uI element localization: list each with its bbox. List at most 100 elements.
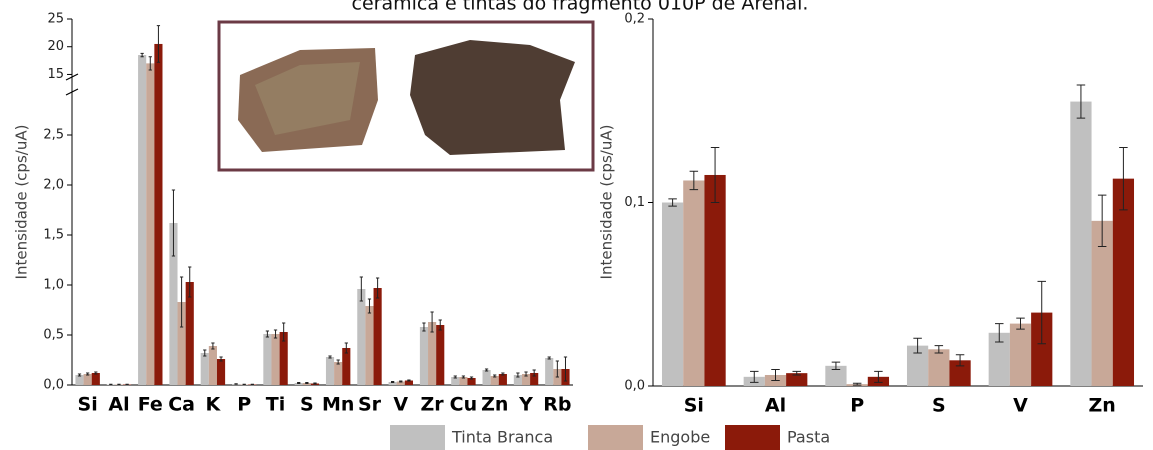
error-bar (250, 383, 254, 386)
error-bar (86, 372, 90, 376)
error-bar (211, 342, 215, 350)
error-bar (94, 371, 98, 375)
bar (928, 349, 950, 386)
x-tick-label: P (237, 394, 251, 416)
x-tick-label: Si (78, 394, 98, 416)
error-bar (461, 375, 466, 379)
legend-swatch (588, 425, 643, 450)
error-bar (399, 380, 403, 383)
error-bar (1037, 280, 1046, 345)
bar (530, 373, 539, 385)
bar (169, 223, 178, 385)
error-bar (547, 356, 551, 360)
x-tick-label: Al (765, 395, 786, 417)
error-bar (453, 375, 457, 379)
error-bar (422, 322, 426, 332)
y-tick-label: 0,0 (43, 378, 64, 393)
bar (396, 381, 405, 385)
bar (271, 334, 280, 385)
bar (200, 353, 209, 385)
x-tick-label: Zr (421, 394, 445, 416)
bar (482, 370, 491, 385)
error-bar (1119, 146, 1128, 211)
error-bar (125, 383, 129, 386)
x-tick-label: Al (108, 394, 129, 416)
x-tick-label: Zn (1089, 395, 1116, 417)
error-bar (242, 383, 246, 386)
error-bar (1016, 317, 1025, 330)
y-tick-label: 2,5 (43, 128, 64, 143)
x-tick-label: Sr (358, 394, 382, 416)
error-bar (438, 319, 442, 331)
legend-label: Pasta (787, 428, 830, 447)
x-tick-label: K (206, 394, 222, 416)
bar (988, 332, 1010, 386)
y-axis-label: Intensidade (cps/uA) (598, 125, 616, 280)
bar (704, 174, 726, 386)
error-bar (1076, 84, 1086, 119)
error-bar (469, 376, 474, 380)
bar (683, 180, 705, 386)
y-tick-label: 15 (47, 67, 64, 82)
legend-label: Engobe (650, 428, 710, 447)
error-bar (913, 337, 922, 354)
bar (513, 375, 522, 385)
error-bar (430, 311, 434, 333)
error-bar (117, 383, 121, 386)
error-bar (1097, 194, 1107, 248)
error-bar (995, 323, 1004, 343)
bar (185, 282, 194, 385)
x-tick-label: Y (518, 394, 533, 416)
error-bar (934, 345, 944, 354)
bar (373, 288, 382, 385)
error-bar (234, 383, 238, 385)
x-tick-label: Mn (322, 394, 354, 416)
error-bar (501, 372, 505, 376)
bar (1112, 178, 1135, 386)
error-bar (219, 356, 223, 362)
bar (75, 375, 84, 385)
error-bar (391, 381, 395, 383)
y-tick-label: 2,0 (43, 178, 64, 193)
bar (357, 289, 366, 385)
error-bar (750, 370, 759, 383)
bar (138, 55, 147, 385)
x-tick-label: P (850, 395, 864, 417)
bar (83, 374, 92, 385)
inset-photo (217, 20, 595, 172)
x-tick-label: Ca (168, 394, 195, 416)
bar (404, 380, 413, 385)
bar (1091, 220, 1113, 386)
bar (1009, 323, 1032, 386)
bar (419, 327, 429, 385)
error-bar (407, 379, 411, 382)
error-bar (792, 370, 801, 376)
error-bar (493, 374, 497, 378)
legend-swatch (390, 425, 445, 450)
bar (216, 359, 226, 385)
error-bar (555, 360, 559, 378)
bar (177, 302, 186, 385)
error-bar (305, 382, 309, 384)
error-bar (710, 146, 720, 203)
error-bar (282, 322, 286, 342)
bar (451, 377, 460, 385)
bar (91, 373, 100, 385)
error-bar (109, 383, 113, 386)
bar (906, 345, 929, 386)
error-bar (179, 276, 184, 328)
x-tick-label: Fe (138, 394, 163, 416)
legend-label: Tinta Branca (451, 428, 553, 447)
bar (498, 374, 507, 385)
y-tick-label: 1,0 (43, 278, 64, 293)
bar (365, 306, 374, 385)
error-bar (668, 198, 677, 207)
error-bar (140, 52, 144, 58)
bar (325, 357, 335, 385)
bar (545, 358, 554, 385)
x-tick-label: V (393, 394, 408, 416)
y-tick-label: 0,0 (624, 379, 645, 394)
x-tick-label: Cu (450, 394, 477, 416)
error-bar (955, 354, 965, 367)
error-bar (874, 370, 883, 383)
